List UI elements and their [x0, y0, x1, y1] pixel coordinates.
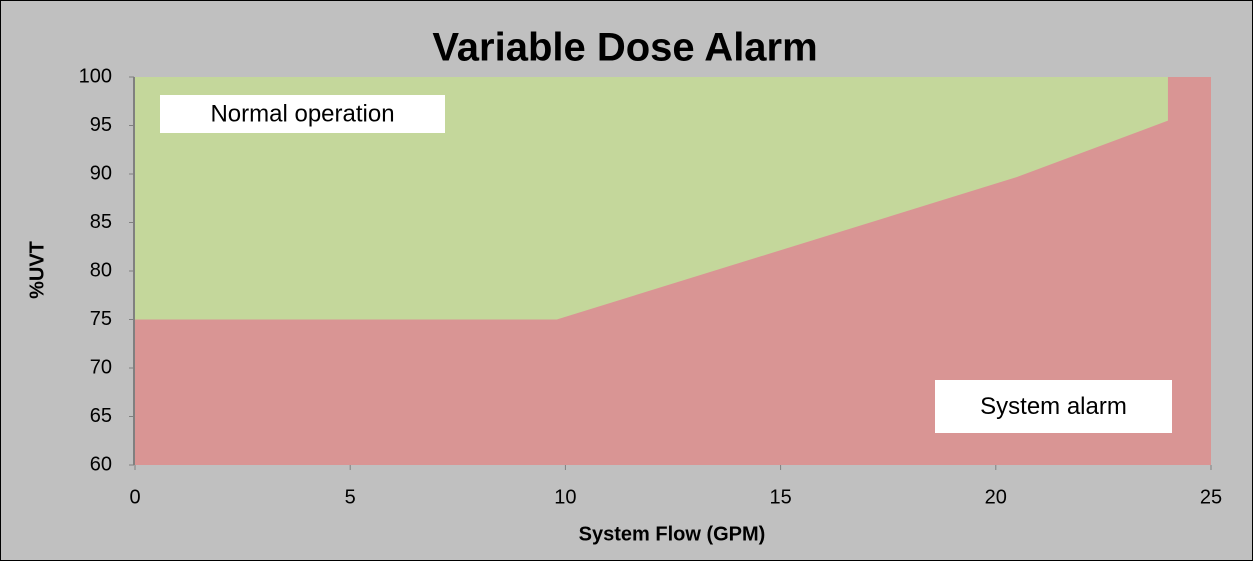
- y-axis-label: %UVT: [26, 241, 48, 299]
- y-tick-label: 95: [90, 114, 112, 136]
- x-axis-label: System Flow (GPM): [579, 523, 766, 545]
- chart-title: Variable Dose Alarm: [432, 26, 817, 70]
- y-tick-label: 90: [90, 162, 112, 184]
- x-tick-label: 20: [985, 486, 1007, 508]
- annotation: Normal operation: [210, 100, 394, 127]
- annotation: System alarm: [980, 393, 1127, 420]
- annotation-box: [935, 380, 1172, 433]
- y-tick-label: 70: [90, 356, 112, 378]
- y-tick-label: 65: [90, 405, 112, 427]
- x-tick-label: 25: [1200, 486, 1222, 508]
- x-tick-label: 10: [554, 486, 576, 508]
- annotation-box: [160, 95, 445, 133]
- x-tick-label: 15: [769, 486, 791, 508]
- y-tick-label: 80: [90, 259, 112, 281]
- y-tick-label: 85: [90, 211, 112, 233]
- x-tick-label: 0: [129, 486, 140, 508]
- y-tick-label: 75: [90, 308, 112, 330]
- area: [135, 77, 1211, 465]
- y-tick-label: 100: [79, 65, 112, 87]
- x-tick-label: 5: [345, 486, 356, 508]
- y-tick-label: 60: [90, 453, 112, 475]
